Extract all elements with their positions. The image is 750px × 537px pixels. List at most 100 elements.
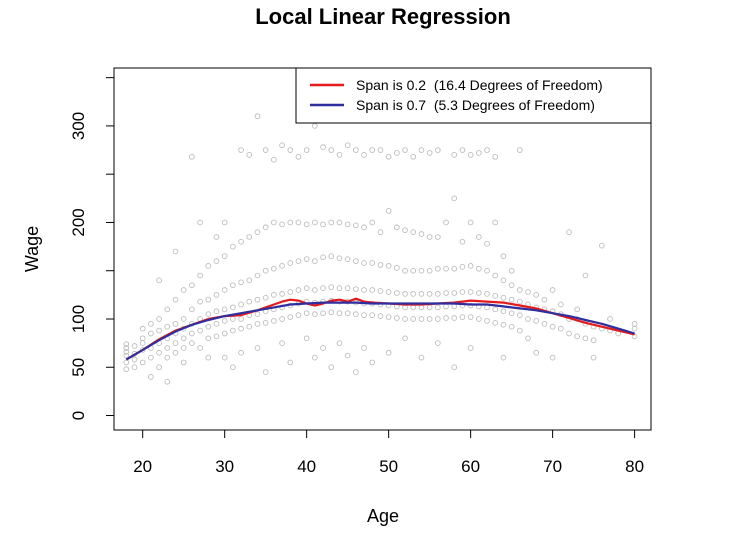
- data-point: [369, 219, 376, 226]
- data-point: [221, 306, 228, 313]
- data-point: [139, 325, 146, 332]
- data-point: [393, 264, 400, 271]
- data-point: [172, 248, 179, 255]
- data-point: [295, 219, 302, 226]
- chart-title: Local Linear Regression: [255, 4, 511, 29]
- data-point: [123, 341, 130, 347]
- data-point: [205, 296, 212, 303]
- data-point: [402, 316, 408, 322]
- data-point: [451, 152, 458, 158]
- data-point: [271, 219, 277, 226]
- data-point: [238, 147, 244, 153]
- x-tick-label: 70: [543, 457, 562, 476]
- data-point: [402, 335, 408, 342]
- data-point: [197, 272, 203, 279]
- data-point: [180, 287, 187, 293]
- data-point: [500, 277, 507, 284]
- x-tick-label: 60: [461, 457, 480, 476]
- data-point: [434, 147, 441, 153]
- data-point: [508, 296, 515, 303]
- data-point: [131, 356, 138, 363]
- data-point: [303, 335, 310, 342]
- data-point: [197, 219, 203, 226]
- data-point: [238, 325, 244, 332]
- data-point: [393, 315, 400, 321]
- data-point: [246, 323, 253, 330]
- data-point: [287, 260, 294, 266]
- data-point: [164, 323, 171, 330]
- data-point: [525, 316, 531, 322]
- data-point: [467, 219, 474, 226]
- data-point: [189, 340, 195, 346]
- legend-label-span-07: Span is 0.7 (5.3 Degrees of Freedom): [356, 97, 595, 113]
- x-axis-label: Age: [367, 506, 399, 526]
- data-point: [139, 335, 146, 342]
- data-point: [213, 258, 220, 264]
- data-point: [426, 291, 433, 297]
- data-point: [402, 227, 408, 234]
- data-point: [287, 219, 294, 226]
- data-point: [221, 354, 228, 361]
- data-point: [205, 354, 212, 361]
- data-point: [443, 315, 449, 321]
- data-point: [230, 316, 236, 322]
- data-point: [320, 285, 326, 291]
- data-point: [353, 286, 359, 292]
- data-point: [426, 150, 433, 156]
- data-point: [410, 229, 417, 235]
- data-point: [434, 234, 441, 240]
- data-point: [475, 316, 482, 322]
- data-point: [156, 327, 162, 334]
- data-point: [254, 345, 261, 351]
- data-point: [443, 219, 449, 226]
- data-point: [418, 291, 425, 297]
- data-point: [508, 323, 515, 330]
- data-point: [533, 318, 540, 324]
- data-point: [598, 242, 605, 249]
- data-point: [164, 378, 171, 385]
- data-point: [205, 335, 212, 342]
- data-point: [426, 234, 433, 240]
- data-point: [574, 306, 581, 313]
- data-point: [590, 337, 597, 344]
- data-point: [172, 349, 179, 356]
- data-point: [385, 314, 392, 320]
- data-point: [164, 306, 171, 313]
- data-point: [361, 312, 367, 318]
- data-point: [131, 364, 138, 371]
- data-point: [516, 327, 523, 334]
- data-point: [254, 320, 261, 327]
- data-point: [221, 253, 228, 260]
- data-point: [492, 219, 499, 226]
- data-point: [189, 153, 195, 160]
- data-point: [336, 310, 343, 317]
- data-point: [361, 345, 367, 351]
- data-point: [312, 311, 318, 318]
- data-point: [484, 240, 490, 247]
- y-axis-label: Wage: [22, 226, 42, 272]
- data-point: [451, 315, 458, 321]
- data-point: [246, 277, 253, 284]
- data-point: [410, 304, 417, 311]
- data-point: [566, 330, 572, 337]
- x-tick-label: 40: [297, 457, 316, 476]
- data-point: [451, 303, 458, 310]
- series-line-span-07: [125, 301, 635, 361]
- data-point: [271, 292, 277, 298]
- data-point: [246, 152, 253, 158]
- data-point: [189, 306, 195, 313]
- data-point: [541, 296, 548, 303]
- data-point: [213, 292, 220, 298]
- data-point: [451, 290, 458, 296]
- data-point: [156, 316, 162, 322]
- data-point: [312, 123, 318, 129]
- data-point: [180, 316, 187, 322]
- data-point: [361, 260, 367, 266]
- x-tick-label: 80: [625, 457, 644, 476]
- data-point: [434, 291, 441, 297]
- data-point: [500, 354, 507, 361]
- data-point: [607, 316, 613, 322]
- data-point: [582, 272, 589, 279]
- data-point: [303, 147, 310, 153]
- data-point: [369, 312, 376, 318]
